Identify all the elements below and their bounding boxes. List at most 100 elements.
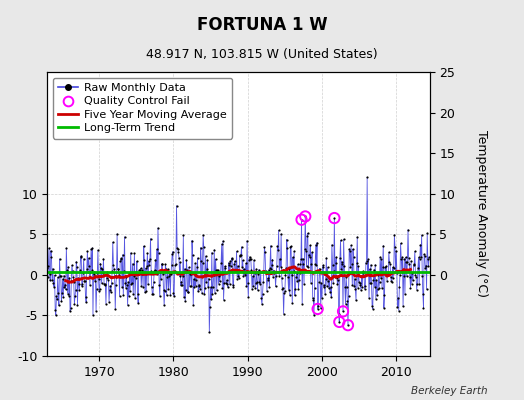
Point (53, 274, 62, 280)
Point (66, 308, 74, 314)
Point (48, 277, 56, 284)
Point (127, 280, 136, 287)
Point (331, 274, 339, 280)
Point (356, 280, 364, 286)
Point (225, 262, 233, 268)
Point (307, 280, 315, 286)
Point (212, 267, 220, 274)
Text: Berkeley Earth: Berkeley Earth (411, 386, 487, 396)
Point (144, 281, 152, 288)
Point (375, 279, 384, 286)
Point (330, 268, 338, 275)
Point (146, 256, 154, 262)
Point (244, 294, 253, 300)
Point (369, 277, 378, 284)
Point (95, 286, 104, 292)
Point (333, 275, 341, 281)
Point (141, 289, 149, 296)
Point (294, 286, 303, 293)
Point (74, 280, 83, 287)
Point (176, 273, 184, 280)
Point (402, 259, 410, 265)
Point (107, 280, 116, 286)
Point (420, 251, 428, 258)
Point (288, 300, 297, 306)
Point (117, 255, 126, 261)
Point (414, 254, 423, 260)
Point (359, 270, 368, 276)
Point (269, 267, 278, 274)
Point (339, 308, 347, 314)
Point (394, 304, 402, 310)
Point (45, 245, 53, 251)
Point (324, 277, 332, 284)
Point (100, 281, 108, 287)
Point (149, 291, 157, 298)
Point (214, 280, 223, 287)
Point (237, 252, 245, 258)
Point (338, 261, 346, 268)
Point (346, 248, 354, 254)
Point (185, 264, 193, 270)
Point (285, 287, 293, 293)
Point (411, 272, 420, 278)
Point (352, 297, 360, 304)
Point (66, 275, 74, 281)
Point (247, 267, 256, 274)
Point (95, 288, 103, 294)
Point (257, 295, 266, 302)
Point (163, 274, 171, 280)
Point (76, 266, 84, 273)
Point (422, 286, 431, 292)
Point (322, 276, 330, 282)
Point (337, 266, 345, 272)
Point (89, 312, 97, 318)
Point (213, 267, 222, 274)
Point (392, 270, 401, 277)
Point (361, 286, 369, 292)
Point (395, 284, 403, 290)
Point (384, 271, 392, 278)
Point (245, 256, 253, 263)
Point (146, 235, 155, 242)
Point (115, 293, 124, 299)
Point (275, 227, 283, 234)
Point (292, 270, 301, 276)
Point (114, 266, 123, 272)
Point (59, 276, 67, 282)
Point (169, 248, 177, 255)
Point (198, 290, 206, 296)
Point (80, 256, 88, 262)
Point (365, 294, 373, 301)
Point (315, 265, 324, 272)
Point (304, 264, 312, 270)
Point (371, 262, 379, 268)
Point (342, 274, 351, 280)
Point (90, 271, 99, 277)
Point (244, 280, 252, 286)
Point (343, 283, 351, 290)
Point (107, 289, 115, 296)
Point (172, 261, 180, 267)
Point (295, 276, 303, 283)
Point (300, 246, 309, 252)
Point (303, 230, 312, 236)
Point (247, 256, 255, 262)
Point (191, 260, 199, 266)
Point (61, 281, 69, 288)
Point (124, 302, 132, 308)
Point (135, 267, 144, 273)
Point (161, 261, 170, 268)
Point (201, 285, 209, 291)
Point (113, 230, 121, 237)
Point (417, 254, 425, 260)
Point (198, 260, 206, 267)
Point (182, 257, 191, 263)
Point (310, 312, 318, 318)
Point (344, 322, 352, 328)
Point (205, 328, 213, 335)
Point (419, 304, 428, 311)
Point (77, 252, 85, 259)
Point (149, 278, 158, 285)
Point (377, 275, 385, 281)
